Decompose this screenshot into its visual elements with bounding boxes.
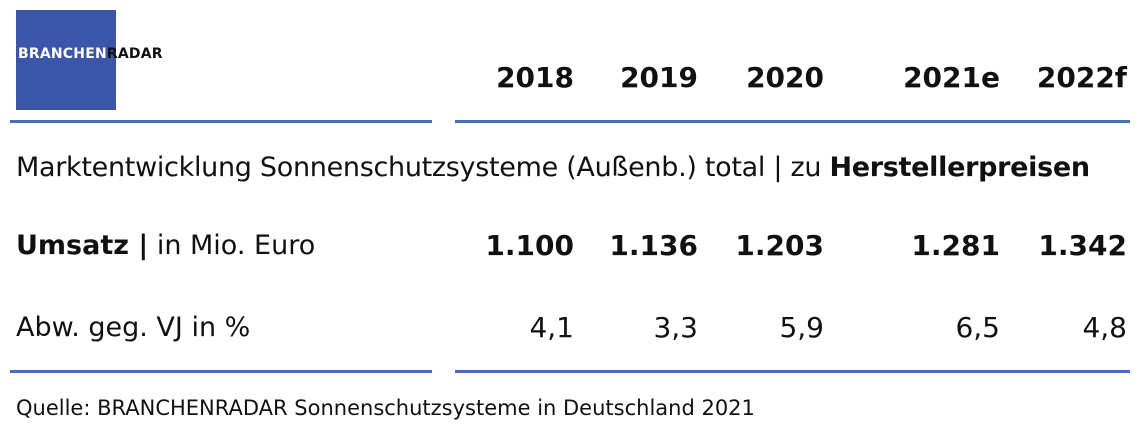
top-rule-left <box>10 120 432 123</box>
abweichung-value-2018: 4,1 <box>529 311 574 344</box>
year-header-2022f: 2022f <box>1036 61 1127 94</box>
source-note: Quelle: BRANCHENRADAR Sonnenschutzsystem… <box>16 396 755 420</box>
abweichung-value-2019: 3,3 <box>653 311 698 344</box>
row-label-umsatz: Umsatz | in Mio. Euro <box>16 230 316 261</box>
row-label-abweichung: Abw. geg. VJ in % <box>16 312 251 343</box>
umsatz-value-2021e: 1.281 <box>911 229 1000 262</box>
bottom-rule-left <box>10 370 432 373</box>
branchenradar-logo <box>16 10 116 110</box>
bottom-rule-right <box>455 370 1130 373</box>
table-title: Marktentwicklung Sonnenschutzsysteme (Au… <box>16 152 1090 183</box>
abweichung-value-2022f: 4,8 <box>1082 311 1127 344</box>
year-header-2018: 2018 <box>496 61 574 94</box>
year-header-2021e: 2021e <box>903 61 1000 94</box>
year-header-2020: 2020 <box>746 61 824 94</box>
year-header-2019: 2019 <box>620 61 698 94</box>
abweichung-value-2021e: 6,5 <box>955 311 1000 344</box>
umsatz-value-2019: 1.136 <box>609 229 698 262</box>
abweichung-value-2020: 5,9 <box>779 311 824 344</box>
umsatz-value-2022f: 1.342 <box>1038 229 1127 262</box>
umsatz-value-2020: 1.203 <box>735 229 824 262</box>
logo-text: BRANCHENRADAR <box>18 46 163 62</box>
umsatz-value-2018: 1.100 <box>485 229 574 262</box>
top-rule-right <box>455 120 1130 123</box>
